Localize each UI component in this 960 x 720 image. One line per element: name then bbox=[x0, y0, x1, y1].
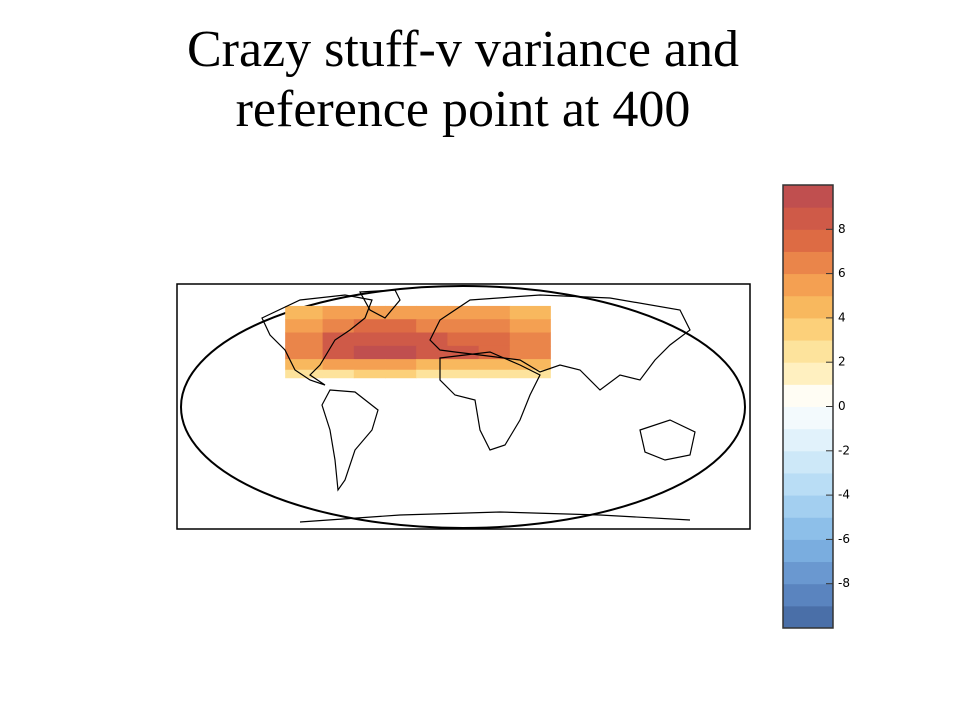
heat-cell bbox=[478, 332, 511, 347]
heat-cell bbox=[447, 369, 480, 379]
colorbar-band bbox=[783, 517, 833, 540]
colorbar-band bbox=[783, 472, 833, 496]
heat-cell bbox=[322, 305, 355, 320]
heat-cell bbox=[385, 319, 417, 334]
colorbar-band bbox=[783, 273, 833, 297]
heat-cell bbox=[285, 305, 324, 320]
heat-cell bbox=[416, 369, 448, 379]
heat-cell bbox=[416, 332, 448, 347]
colorbar-tick-label: 8 bbox=[838, 222, 846, 236]
heat-cell bbox=[478, 319, 511, 334]
heat-cell bbox=[353, 332, 386, 347]
heat-cell bbox=[509, 345, 551, 360]
coastlines bbox=[261, 289, 696, 523]
colorbar: 8 6 4 2 0 -2 -4 -6 -8 bbox=[782, 184, 850, 629]
heat-cell bbox=[285, 345, 324, 360]
heat-cell bbox=[322, 369, 355, 379]
colorbar-band bbox=[783, 561, 833, 585]
colorbar-tick-label: 4 bbox=[838, 310, 846, 324]
colorbar-band bbox=[783, 207, 833, 230]
colorbar-band bbox=[783, 185, 833, 208]
heat-cell bbox=[509, 359, 551, 371]
heat-cell bbox=[322, 345, 355, 360]
colorbar-tick-label: -8 bbox=[838, 576, 850, 590]
colorbar-tick-label: -6 bbox=[838, 532, 850, 546]
heat-cell bbox=[322, 332, 355, 347]
chart-title: Crazy stuff-v variance and reference poi… bbox=[186, 21, 740, 138]
colorbar-band bbox=[783, 406, 833, 430]
heat-cell bbox=[509, 319, 551, 334]
colorbar-band bbox=[783, 317, 833, 341]
heat-cell bbox=[416, 319, 448, 334]
colorbar-tick-label: 2 bbox=[838, 355, 846, 369]
map-outline bbox=[180, 285, 746, 529]
heat-cell bbox=[478, 359, 511, 371]
heat-cell bbox=[353, 359, 386, 371]
heat-cell bbox=[447, 359, 480, 371]
colorbar-band bbox=[783, 295, 833, 319]
colorbar-band bbox=[783, 583, 833, 607]
colorbar-band bbox=[783, 450, 833, 474]
heat-cell bbox=[353, 305, 386, 320]
colorbar-tick-label: 6 bbox=[838, 266, 846, 280]
heat-cell bbox=[385, 345, 417, 360]
heat-cell bbox=[509, 305, 551, 320]
heat-cell bbox=[385, 359, 417, 371]
heat-layer bbox=[285, 305, 551, 379]
heat-cell bbox=[447, 319, 480, 334]
colorbar-tick-label: 0 bbox=[838, 399, 846, 413]
heat-cell bbox=[353, 345, 386, 360]
heat-cell bbox=[509, 369, 551, 379]
colorbar-band bbox=[783, 251, 833, 275]
heat-cell bbox=[447, 305, 480, 320]
heat-cell bbox=[322, 319, 355, 334]
heat-cell bbox=[447, 332, 480, 347]
heat-cell bbox=[385, 332, 417, 347]
heat-cell bbox=[416, 359, 448, 371]
heat-cell bbox=[385, 369, 417, 379]
colorbar-band bbox=[783, 362, 833, 385]
colorbar-tick-label: -2 bbox=[838, 443, 850, 457]
colorbar-band bbox=[783, 229, 833, 252]
heat-cell bbox=[416, 305, 448, 320]
colorbar-band bbox=[783, 539, 833, 563]
heat-cell bbox=[285, 332, 324, 347]
colorbar-band bbox=[783, 605, 833, 629]
colorbar-band bbox=[783, 340, 833, 363]
heat-cell bbox=[322, 359, 355, 371]
heat-cell bbox=[285, 369, 324, 379]
heat-cell bbox=[478, 305, 511, 320]
heat-cell bbox=[285, 319, 324, 334]
heat-cell bbox=[353, 319, 386, 334]
colorbar-band bbox=[783, 428, 833, 452]
colorbar-tick-label: -4 bbox=[838, 488, 850, 502]
heat-cell bbox=[509, 332, 551, 347]
heat-cell bbox=[353, 369, 386, 379]
colorbar-band bbox=[783, 495, 833, 518]
heat-cell bbox=[285, 359, 324, 371]
colorbar-band bbox=[783, 384, 833, 407]
heat-cell bbox=[478, 369, 511, 379]
